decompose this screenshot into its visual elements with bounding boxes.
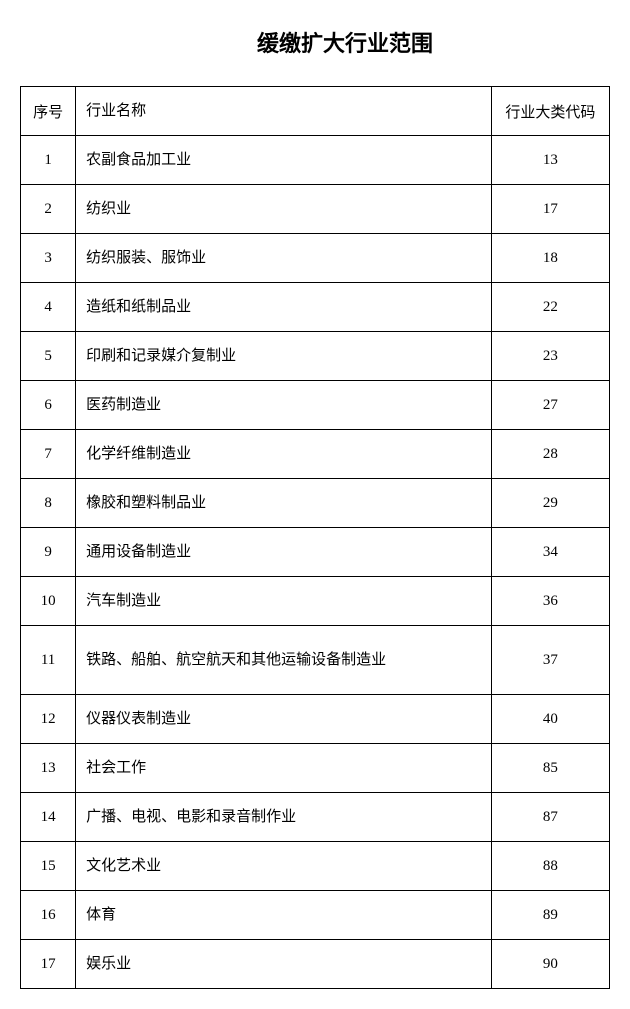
cell-code: 85: [491, 744, 609, 793]
table-row: 13社会工作85: [21, 744, 610, 793]
cell-seq: 7: [21, 430, 76, 479]
cell-code: 23: [491, 332, 609, 381]
cell-code: 36: [491, 577, 609, 626]
table-row: 11铁路、船舶、航空航天和其他运输设备制造业37: [21, 626, 610, 695]
cell-seq: 14: [21, 793, 76, 842]
cell-seq: 4: [21, 283, 76, 332]
cell-seq: 15: [21, 842, 76, 891]
cell-name: 体育: [76, 891, 492, 940]
cell-seq: 5: [21, 332, 76, 381]
table-row: 8橡胶和塑料制品业29: [21, 479, 610, 528]
cell-name: 社会工作: [76, 744, 492, 793]
cell-name: 化学纤维制造业: [76, 430, 492, 479]
cell-code: 37: [491, 626, 609, 695]
table-row: 15文化艺术业88: [21, 842, 610, 891]
cell-name: 广播、电视、电影和录音制作业: [76, 793, 492, 842]
cell-seq: 12: [21, 695, 76, 744]
page-title: 缓缴扩大行业范围: [20, 26, 610, 58]
table-row: 10汽车制造业36: [21, 577, 610, 626]
cell-name: 铁路、船舶、航空航天和其他运输设备制造业: [76, 626, 492, 695]
table-row: 1农副食品加工业13: [21, 136, 610, 185]
cell-code: 28: [491, 430, 609, 479]
cell-code: 90: [491, 940, 609, 989]
header-seq: 序号: [21, 87, 76, 136]
cell-name: 仪器仪表制造业: [76, 695, 492, 744]
cell-name: 纺织服装、服饰业: [76, 234, 492, 283]
cell-seq: 10: [21, 577, 76, 626]
table-row: 3纺织服装、服饰业18: [21, 234, 610, 283]
cell-name: 娱乐业: [76, 940, 492, 989]
cell-seq: 8: [21, 479, 76, 528]
cell-name: 通用设备制造业: [76, 528, 492, 577]
cell-code: 22: [491, 283, 609, 332]
cell-code: 87: [491, 793, 609, 842]
cell-code: 13: [491, 136, 609, 185]
industry-table: 序号 行业名称 行业大类代码 1农副食品加工业132纺织业173纺织服装、服饰业…: [20, 86, 610, 989]
table-row: 9通用设备制造业34: [21, 528, 610, 577]
table-row: 5印刷和记录媒介复制业23: [21, 332, 610, 381]
table-row: 2纺织业17: [21, 185, 610, 234]
cell-seq: 1: [21, 136, 76, 185]
table-row: 17娱乐业90: [21, 940, 610, 989]
cell-seq: 16: [21, 891, 76, 940]
header-code: 行业大类代码: [491, 87, 609, 136]
cell-code: 88: [491, 842, 609, 891]
cell-name: 橡胶和塑料制品业: [76, 479, 492, 528]
table-row: 6医药制造业27: [21, 381, 610, 430]
cell-code: 40: [491, 695, 609, 744]
table-row: 16体育89: [21, 891, 610, 940]
table-body: 1农副食品加工业132纺织业173纺织服装、服饰业184造纸和纸制品业225印刷…: [21, 136, 610, 989]
cell-code: 27: [491, 381, 609, 430]
table-row: 4造纸和纸制品业22: [21, 283, 610, 332]
cell-name: 印刷和记录媒介复制业: [76, 332, 492, 381]
table-row: 7化学纤维制造业28: [21, 430, 610, 479]
cell-name: 文化艺术业: [76, 842, 492, 891]
cell-name: 纺织业: [76, 185, 492, 234]
cell-name: 医药制造业: [76, 381, 492, 430]
cell-code: 89: [491, 891, 609, 940]
cell-seq: 9: [21, 528, 76, 577]
cell-seq: 6: [21, 381, 76, 430]
cell-code: 17: [491, 185, 609, 234]
cell-name: 造纸和纸制品业: [76, 283, 492, 332]
cell-seq: 11: [21, 626, 76, 695]
cell-seq: 17: [21, 940, 76, 989]
table-header-row: 序号 行业名称 行业大类代码: [21, 87, 610, 136]
cell-name: 农副食品加工业: [76, 136, 492, 185]
cell-code: 18: [491, 234, 609, 283]
cell-seq: 3: [21, 234, 76, 283]
cell-code: 34: [491, 528, 609, 577]
cell-code: 29: [491, 479, 609, 528]
header-name: 行业名称: [76, 87, 492, 136]
cell-name: 汽车制造业: [76, 577, 492, 626]
table-row: 12仪器仪表制造业40: [21, 695, 610, 744]
table-row: 14广播、电视、电影和录音制作业87: [21, 793, 610, 842]
cell-seq: 13: [21, 744, 76, 793]
cell-seq: 2: [21, 185, 76, 234]
